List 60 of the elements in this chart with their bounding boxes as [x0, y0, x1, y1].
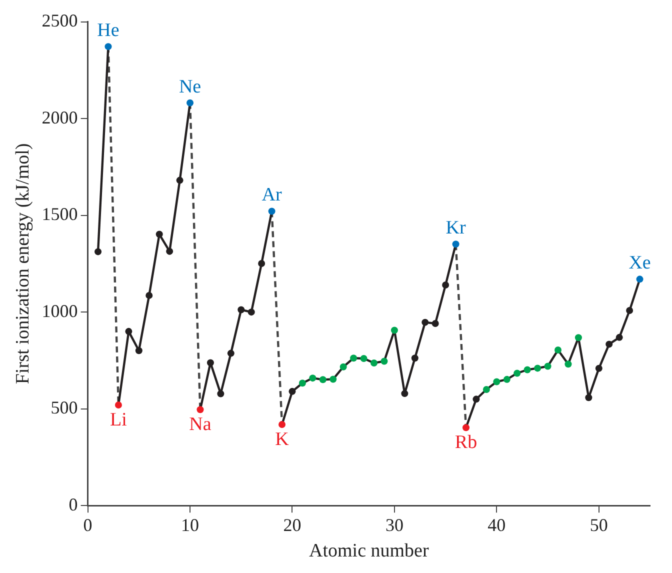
y-tick-label: 2500	[42, 10, 78, 31]
point	[340, 363, 347, 370]
annotation: K	[275, 429, 290, 450]
point	[248, 308, 255, 316]
y-tick-label: 1500	[42, 204, 78, 224]
y-tick-label: 0	[68, 494, 78, 514]
point	[206, 359, 214, 366]
x-tick-label: 40	[488, 515, 506, 536]
point	[330, 376, 337, 383]
point	[238, 306, 245, 314]
point	[258, 260, 266, 268]
point	[390, 326, 398, 334]
point	[462, 424, 470, 432]
x-tick-label: 10	[181, 515, 200, 536]
point	[156, 230, 163, 238]
point	[564, 360, 572, 368]
point	[309, 374, 316, 382]
point	[278, 421, 286, 428]
annotation: Ne	[178, 76, 202, 98]
annotation: Kr	[446, 218, 466, 239]
y-tick-label: 1000	[42, 300, 78, 321]
point	[350, 354, 358, 362]
point	[298, 380, 306, 387]
y-tick-label: 500	[50, 398, 78, 418]
point	[146, 292, 153, 299]
point	[217, 390, 224, 398]
point	[360, 355, 368, 362]
x-tick-label: 0	[83, 515, 92, 536]
point	[524, 366, 531, 374]
point	[503, 376, 510, 383]
y-axis-title: First ionization energy (kJ/mol)	[12, 143, 34, 384]
annotation: Xe	[628, 252, 651, 274]
point	[114, 401, 122, 408]
point	[554, 346, 562, 354]
point	[166, 248, 174, 255]
x-tick-label: 50	[590, 515, 608, 536]
x-tick-label: 20	[283, 515, 302, 536]
point	[135, 347, 142, 354]
point	[482, 386, 490, 393]
point	[514, 370, 521, 377]
point	[380, 358, 388, 365]
point	[104, 43, 112, 50]
point	[227, 350, 234, 357]
point	[574, 334, 582, 342]
point	[196, 406, 204, 414]
annotation: Rb	[454, 432, 478, 454]
y-tick-label: 2000	[42, 107, 78, 128]
point	[493, 378, 500, 386]
annotation: He	[97, 20, 120, 42]
point	[176, 176, 184, 184]
point	[544, 362, 552, 370]
annotation: Na	[189, 414, 212, 436]
point	[319, 376, 326, 384]
x-axis-title: Atomic number	[309, 540, 430, 562]
annotation: Li	[110, 409, 127, 430]
point	[125, 328, 132, 335]
x-tick-label: 30	[385, 515, 404, 536]
annotation: Ar	[262, 184, 282, 206]
point	[534, 364, 542, 372]
point	[370, 359, 378, 366]
